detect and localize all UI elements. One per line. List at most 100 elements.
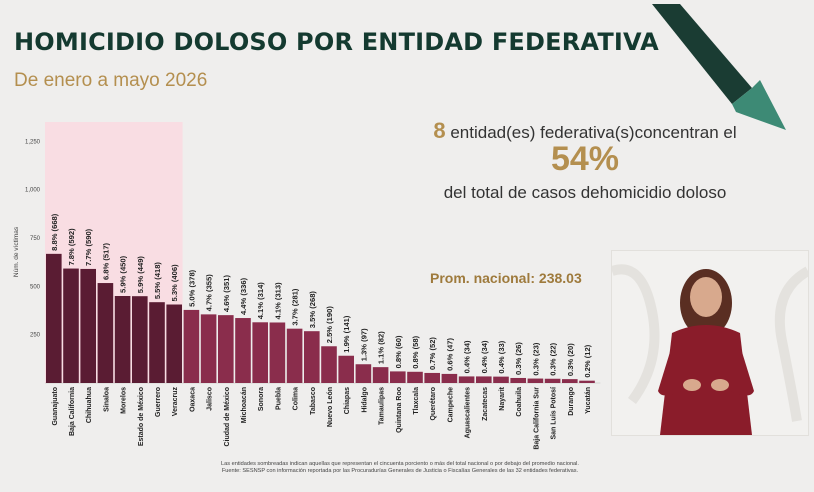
bar [355, 364, 372, 383]
x-tick-label: Baja California Sur [533, 387, 540, 450]
bar [579, 380, 595, 383]
data-label: 0.4% (34) [463, 340, 472, 373]
x-tick-label: Campeche [447, 387, 454, 423]
summary-percent: 54% [550, 140, 620, 178]
x-tick-label: Coahuila [516, 387, 523, 417]
x-tick-label: Sonora [258, 387, 265, 411]
bar [321, 346, 337, 383]
x-tick-label: Estado de México [138, 387, 145, 446]
x-tick-label: Oaxaca [189, 387, 196, 412]
bar [510, 377, 526, 383]
x-tick-label: Durango [568, 387, 575, 416]
y-tick-label: 250 [30, 333, 41, 339]
y-tick-label: 1,250 [25, 139, 41, 145]
y-tick-label: 750 [30, 236, 41, 242]
summary-text-2: del total de casos dehomicidio doloso [443, 183, 727, 202]
bar [441, 373, 458, 383]
bar [338, 355, 354, 383]
footnote-1: Las entidades sombreadas indican aquella… [221, 461, 579, 467]
x-tick-label: San Luis Potosí [551, 386, 558, 440]
data-label: 0.8% (58) [411, 335, 420, 368]
bar [458, 376, 475, 383]
national-average-label: Prom. nacional: 238.03 [430, 270, 582, 286]
bar [372, 367, 389, 383]
bar [562, 379, 578, 383]
x-tick-label: Querétaro [430, 387, 437, 420]
bar [304, 331, 320, 383]
x-tick-label: Ciudad de México [224, 387, 231, 447]
x-tick-label: Chihuahua [86, 387, 93, 423]
data-label: 0.2% (12) [583, 344, 592, 377]
bar [218, 315, 234, 383]
page-subtitle: De enero a mayo 2026 [14, 70, 208, 91]
x-tick-label: Veracruz [172, 387, 179, 417]
data-label: 3.7% (281) [291, 288, 300, 326]
data-label: 0.3% (26) [514, 342, 523, 375]
x-tick-label: Guanajuato [52, 387, 59, 426]
data-label: 0.3% (23) [531, 342, 540, 375]
bar [80, 268, 96, 383]
x-tick-label: Nayarit [499, 386, 506, 410]
x-tick-label: Nuevo León [327, 387, 334, 427]
data-label: 2.5% (190) [325, 306, 334, 344]
data-label: 0.3% (20) [566, 343, 575, 376]
x-tick-label: Tamaulipas [379, 387, 386, 425]
data-label: 5.9% (449) [136, 256, 145, 294]
data-label: 6.8% (517) [101, 242, 110, 280]
bar [235, 318, 251, 383]
x-tick-label: Quintana Roo [396, 387, 403, 433]
bar [390, 371, 406, 383]
bar [46, 253, 62, 383]
x-tick-label: Morelos [121, 387, 128, 414]
bar [476, 376, 492, 383]
x-tick-label: Puebla [275, 387, 282, 410]
x-tick-label: Baja California [69, 387, 76, 436]
bar [527, 378, 544, 383]
y-axis-title: Núm. de víctimas [13, 226, 20, 277]
x-tick-label: Chiapas [344, 387, 351, 414]
x-tick-label: Tlaxcala [413, 387, 420, 415]
bar [252, 322, 268, 383]
data-label: 5.3% (406) [170, 264, 179, 302]
trend-down-arrow-icon [652, 4, 786, 130]
summary-count: 8 [433, 118, 446, 143]
bar [183, 309, 200, 383]
x-tick-label: Sinaloa [103, 387, 110, 412]
bar [114, 296, 131, 383]
data-label: 0.8% (60) [394, 335, 403, 368]
y-tick-label: 500 [30, 284, 41, 290]
bar [149, 302, 165, 383]
data-label: 8.8% (668) [50, 213, 59, 251]
bar [407, 371, 423, 383]
x-tick-label: Michoacán [241, 387, 248, 423]
data-label: 5.9% (450) [119, 255, 128, 293]
data-label: 4.1% (314) [256, 282, 265, 320]
data-label: 1.9% (141) [342, 315, 351, 353]
y-tick-label: 1,000 [25, 188, 41, 194]
bar [424, 372, 440, 383]
bar [493, 376, 509, 383]
data-label: 0.7% (52) [428, 337, 437, 370]
data-label: 0.4% (33) [497, 340, 506, 373]
bar [286, 328, 303, 383]
x-tick-label: Colima [293, 387, 300, 410]
bar [132, 296, 148, 383]
page-title: HOMICIDIO DOLOSO POR ENTIDAD FEDERATIVA [14, 28, 659, 56]
x-tick-label: Hidalgo [361, 387, 368, 413]
bar [200, 314, 217, 383]
x-tick-label: Jalisco [207, 387, 214, 411]
summary-line-1: 8 entidad(es) federativa(s)concentran el [405, 118, 765, 144]
summary-text-1: entidad(es) federativa(s)concentran el [450, 123, 737, 142]
x-tick-label: Zacatecas [482, 387, 489, 421]
data-label: 1.1% (82) [377, 331, 386, 364]
data-label: 3.5% (268) [308, 291, 317, 329]
data-label: 0.3% (22) [549, 342, 558, 375]
data-label: 4.4% (336) [239, 277, 248, 315]
bar [63, 268, 79, 383]
footnote-2: Fuente: SESNSP con información reportada… [221, 468, 579, 474]
bar-chart: 250 500 750 1,000 1,250 Núm. de víctimas 8.8% … [13, 122, 601, 450]
bar [166, 304, 182, 383]
data-label: 7.8% (592) [67, 228, 76, 266]
data-label: 5.0% (378) [187, 269, 196, 307]
x-tick-label: Yucatán [585, 387, 592, 414]
